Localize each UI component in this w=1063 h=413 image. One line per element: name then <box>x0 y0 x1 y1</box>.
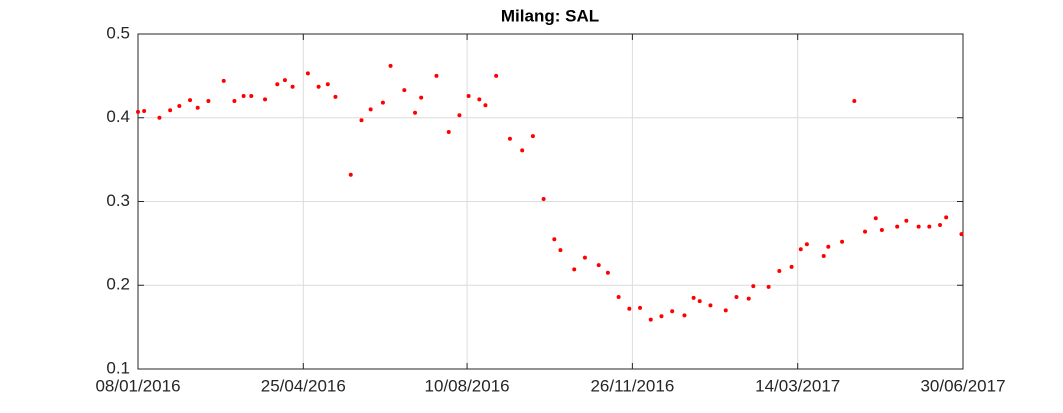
chart-title: Milang: SAL <box>501 6 599 25</box>
point <box>305 71 310 76</box>
point <box>944 215 949 220</box>
point <box>927 224 932 229</box>
x-tick-label: 08/01/2016 <box>95 376 180 395</box>
x-tick-label: 25/04/2016 <box>261 376 346 395</box>
point <box>263 97 268 102</box>
point <box>879 227 884 232</box>
point <box>241 93 246 98</box>
point <box>873 216 878 221</box>
point <box>168 108 173 113</box>
plot-frame <box>137 33 964 370</box>
point <box>682 313 687 318</box>
point <box>419 95 424 100</box>
point <box>195 105 200 110</box>
point <box>359 118 364 123</box>
point <box>766 284 771 289</box>
x-tick-label: 26/11/2016 <box>590 376 674 395</box>
point <box>483 103 488 108</box>
point <box>316 84 321 89</box>
point <box>402 88 407 93</box>
point <box>723 308 728 313</box>
point <box>804 242 809 247</box>
point <box>959 232 964 237</box>
y-tick-label: 0.2 <box>106 275 130 294</box>
point <box>751 284 756 289</box>
x-tick-label: 10/08/2016 <box>425 376 510 395</box>
point <box>777 269 782 274</box>
point <box>605 270 610 275</box>
point <box>627 306 632 311</box>
point <box>916 224 921 229</box>
point <box>136 109 140 114</box>
point <box>368 107 373 112</box>
y-tick-label: 0.4 <box>106 107 130 126</box>
point <box>494 73 499 78</box>
point <box>380 100 385 105</box>
x-tick-label: 30/06/2017 <box>920 376 1005 395</box>
point <box>477 97 482 102</box>
x-tick-label: 14/03/2017 <box>755 376 840 395</box>
y-tick-label: 0.1 <box>106 358 130 377</box>
point <box>232 99 237 103</box>
point <box>895 224 900 229</box>
point <box>798 247 803 252</box>
point <box>530 134 535 139</box>
point <box>616 294 621 299</box>
point <box>142 109 147 114</box>
point <box>413 110 418 115</box>
point <box>520 148 525 153</box>
point <box>572 267 577 272</box>
point <box>904 218 909 223</box>
point <box>596 263 601 268</box>
point <box>282 78 287 83</box>
point <box>541 196 546 201</box>
y-tick-label: 0.3 <box>106 191 130 210</box>
point <box>507 136 512 141</box>
point <box>188 98 193 103</box>
point <box>221 78 226 83</box>
point <box>708 303 713 308</box>
point <box>697 299 702 304</box>
point <box>325 82 330 87</box>
point <box>552 237 557 242</box>
point <box>659 314 664 319</box>
point <box>670 309 675 314</box>
point <box>558 248 563 253</box>
point <box>157 115 162 120</box>
point <box>457 113 462 118</box>
point <box>746 296 751 301</box>
point <box>826 244 831 249</box>
point <box>446 129 451 134</box>
y-tick-label: 0.5 <box>106 23 130 42</box>
point <box>648 317 653 322</box>
point <box>863 229 868 234</box>
point <box>206 99 211 103</box>
point <box>249 93 254 98</box>
point <box>348 172 353 177</box>
point <box>177 104 182 109</box>
point <box>290 84 295 89</box>
point <box>734 294 739 299</box>
point <box>466 93 471 98</box>
point <box>638 305 643 310</box>
point <box>275 82 280 87</box>
point <box>938 222 943 227</box>
point <box>691 295 696 300</box>
point <box>840 239 845 244</box>
point <box>789 264 794 269</box>
point <box>434 73 439 78</box>
point <box>852 99 857 103</box>
point <box>333 94 338 99</box>
point <box>582 255 587 260</box>
point <box>388 63 393 68</box>
point <box>821 253 826 258</box>
